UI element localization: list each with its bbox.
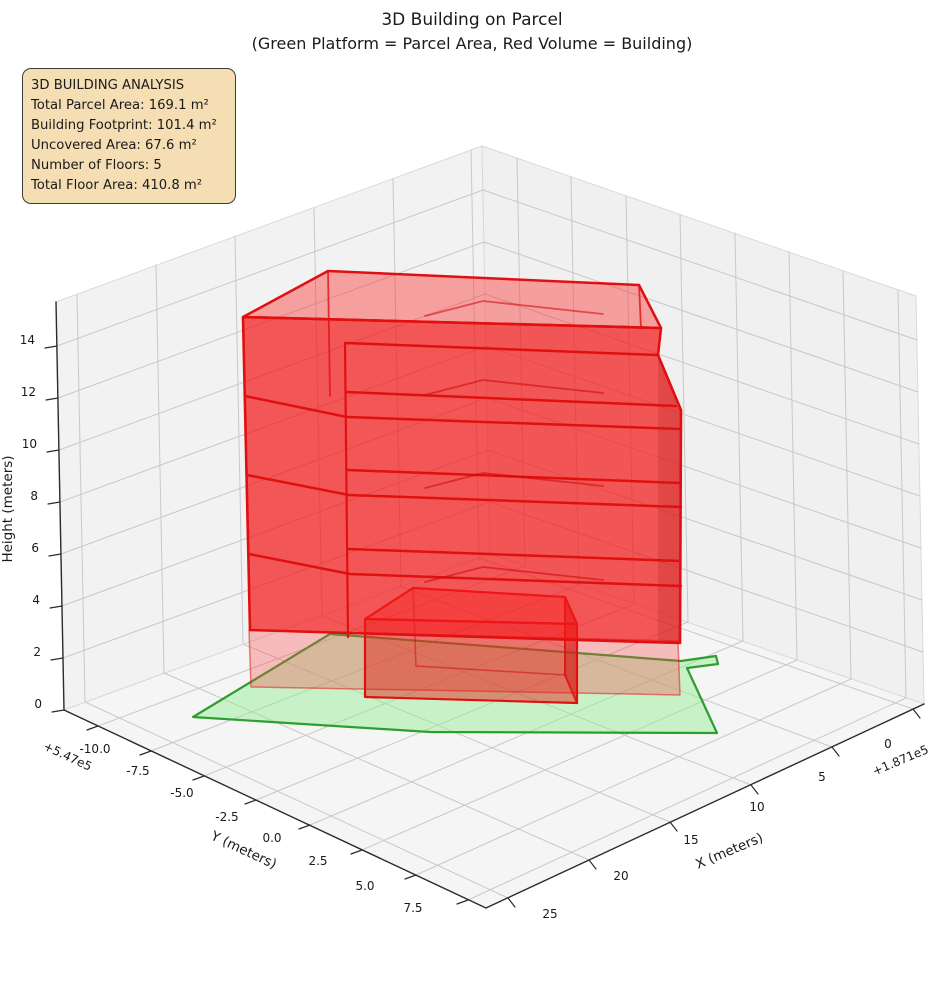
z-tick [46,449,60,453]
y-tick-label: 7.5 [403,901,422,915]
x-axis-line [485,703,925,909]
y-tick-label: 5.0 [355,879,374,893]
grid-line [76,293,86,703]
y-tick [404,874,417,880]
y-tick-label: -7.5 [126,764,149,778]
grid-line [155,264,165,674]
building-slab-edge [247,552,683,588]
grid-line [56,189,484,347]
z-tick-label: 4 [32,593,40,607]
y-tick-label: -2.5 [215,810,238,824]
chart-title: 3D Building on Parcel [381,10,563,30]
y-tick [298,824,311,830]
building-outline [241,315,683,645]
x-tick-label: 5 [818,770,826,784]
info-box-title: 3D BUILDING ANALYSIS [31,78,185,93]
grid-line [679,213,689,623]
x-tick-label: 25 [542,907,557,921]
z-tick [50,657,64,661]
grid-line [234,235,244,645]
x-tick [750,784,759,795]
y-tick [86,725,99,731]
z-tick [47,501,61,505]
grid-line [734,232,744,642]
grid-line [842,270,852,680]
info-box-line: Total Floor Area: 410.8 m² [31,177,203,193]
z-tick-label: 8 [30,489,38,503]
building-slab-edge [243,394,683,431]
x-tick-label: 15 [683,833,698,847]
z-tick-label: 6 [31,541,39,555]
chart-subtitle: (Green Platform = Parcel Area, Red Volum… [251,33,693,53]
analysis-info-box: 3D BUILDING ANALYSIS Total Parcel Area: … [22,68,236,204]
grid-line [415,678,852,876]
y-tick-label: -5.0 [170,786,193,800]
z-tick [45,397,59,401]
z-tick-label: 14 [20,333,35,347]
z-axis-label: Height (meters) [0,455,16,562]
info-box-line: Building Footprint: 101.4 m² [31,117,217,133]
z-tick-label: 12 [21,385,36,399]
building-slab-edge [347,547,682,563]
info-box-line: Total Parcel Area: 169.1 m² [31,97,209,113]
building-right-step-shade [658,355,681,643]
y-tick-label: -10.0 [79,742,110,756]
building-top-face [243,271,661,328]
z-tick [44,345,58,349]
info-box-line: Uncovered Area: 67.6 m² [31,137,197,153]
x-axis-label: X (meters) [693,830,765,873]
y-tick-label: 0.0 [262,831,281,845]
building-back-chevron [424,566,604,583]
y-tick [456,899,469,905]
info-box-line: Number of Floors: 5 [31,157,162,173]
building-slab-edge [344,390,678,408]
building-back-chevron [424,300,604,317]
grid-line [484,293,920,445]
grid-line [467,697,907,901]
x-tick-label: 0 [884,737,892,751]
z-tick-label: 0 [34,697,42,711]
z-tick-label: 2 [33,645,41,659]
z-tick-label: 10 [22,437,37,451]
building-corner-edge [327,270,331,397]
z-axis-line [55,301,65,711]
x-axis-offset: +1.871e5 [870,742,930,778]
x-tick [588,859,597,870]
x-tick-label: 10 [749,800,764,814]
building-corner-edge [638,284,642,329]
building-back-chevron [424,379,604,396]
x-tick-label: 20 [613,869,628,883]
grid-line [361,659,798,851]
x-tick [669,821,678,832]
grid-line [255,621,689,801]
parcel-polygon [191,632,720,735]
z-tick [48,553,62,557]
grid-line [482,189,918,341]
x-tick [912,708,921,719]
x-tick [507,897,516,908]
x-tick [831,746,840,757]
y-tick-label: 2.5 [308,854,327,868]
y-tick [350,849,363,855]
grid-line [897,289,907,699]
building-back-chevron [424,472,604,489]
grid-line [321,615,752,786]
building-slab-edge [343,341,659,357]
y-tick [244,799,257,805]
grid-line [483,241,919,393]
building-slab-edge [245,473,683,509]
title-block: 3D Building on Parcel (Green Platform = … [0,8,944,55]
z-tick [51,709,65,713]
y-tick [192,775,205,781]
building-front-walls [243,317,681,643]
building-corner-edge [343,341,350,639]
y-tick [139,750,152,756]
z-tick [49,605,63,609]
grid-line [788,251,798,661]
